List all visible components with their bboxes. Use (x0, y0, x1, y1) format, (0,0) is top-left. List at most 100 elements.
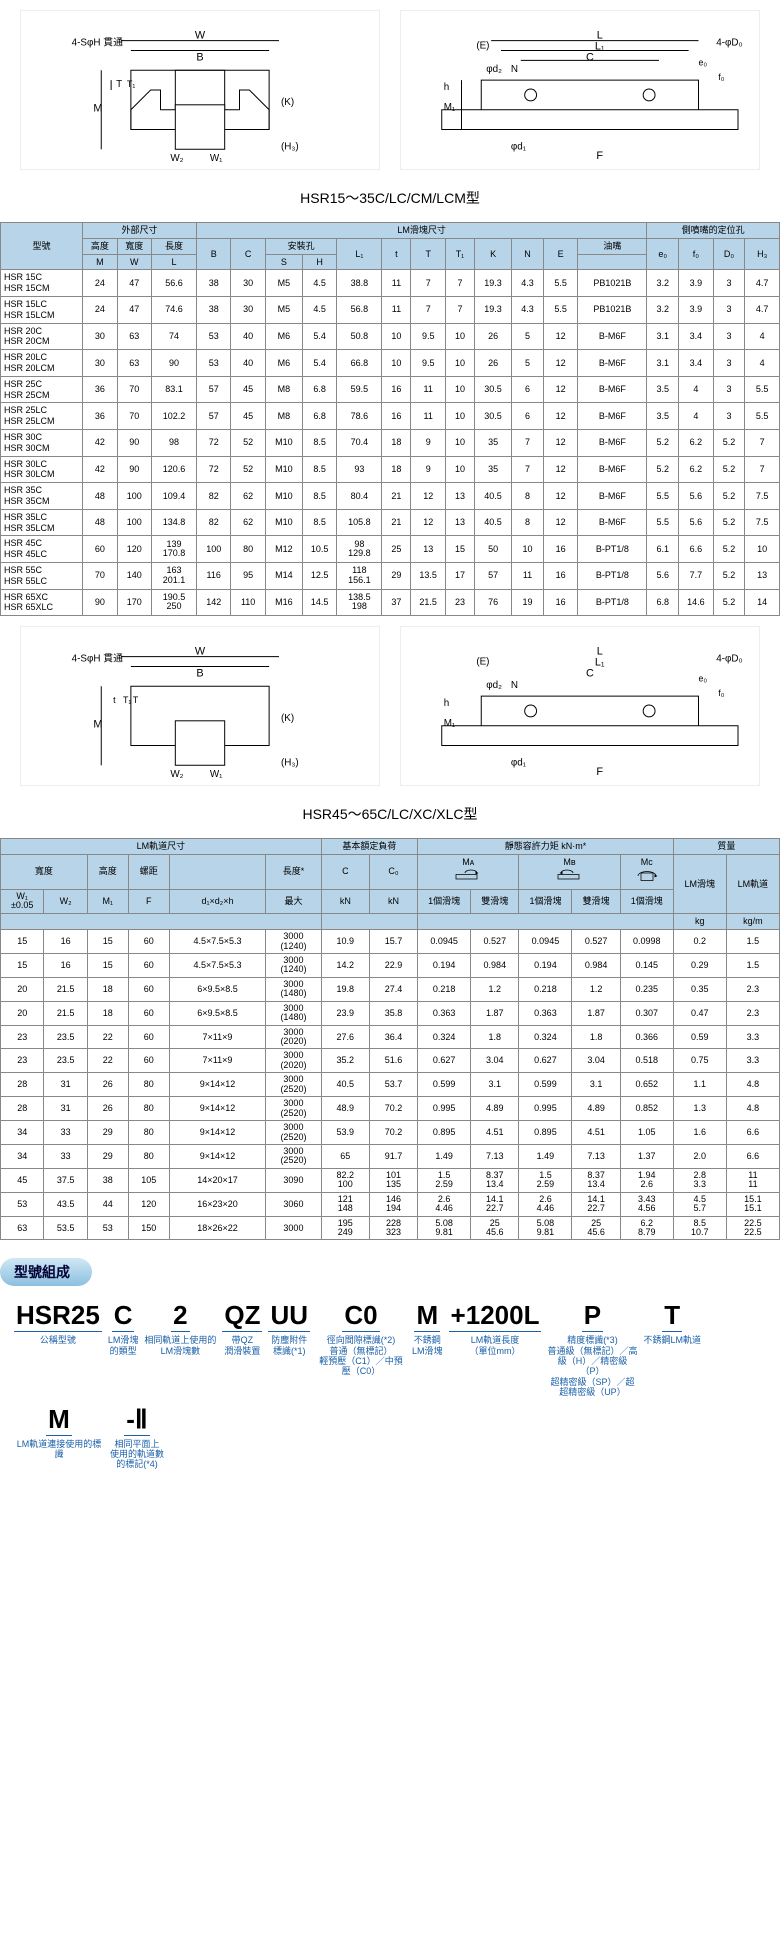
cell: 0.235 (620, 977, 673, 1001)
grp-block: LM滑塊尺寸 (197, 223, 647, 239)
cell: 12 (411, 509, 445, 536)
table-row: HSR 30LC HSR 30LCM4290120.67252M108.5931… (1, 456, 780, 483)
h2-2b: 雙滑塊 (572, 889, 620, 914)
cell: 101 135 (369, 1168, 417, 1192)
cell: 100 (117, 483, 151, 510)
h-S: S (265, 254, 302, 270)
svg-text:φd₂: φd₂ (486, 64, 502, 75)
cell: 65 (321, 1144, 369, 1168)
cell: 0.218 (418, 977, 471, 1001)
cell: 23.5 (44, 1049, 87, 1073)
cell: 0.518 (620, 1049, 673, 1073)
cell: 95 (231, 562, 265, 589)
cell: 62 (231, 483, 265, 510)
h2-width: 寬度 (1, 854, 88, 889)
cell: 13 (745, 562, 780, 589)
cell: 24 (83, 270, 117, 297)
cell: 1.3 (673, 1097, 726, 1121)
diagram-row-2: W B 4-SφH 貫通 t T₁ T M (K) (H₃) W₂ W₁ (E)… (0, 616, 780, 796)
cell: 3 (713, 376, 745, 403)
cell: 110 (231, 589, 265, 616)
cell: 72 (197, 429, 231, 456)
cell: B-M6F (578, 429, 647, 456)
cell: 5.6 (679, 509, 713, 536)
cell: 134.8 (151, 509, 196, 536)
cell: 60 (128, 953, 169, 977)
cell: 53 (87, 1216, 128, 1240)
cell: 15 (1, 953, 44, 977)
cell: 5.08 9.81 (418, 1216, 471, 1240)
cell: 37 (382, 589, 411, 616)
table-row: HSR 65XC HSR 65XLC90170190.5 250142110M1… (1, 589, 780, 616)
cell: 0.652 (620, 1073, 673, 1097)
h-mount: 安裝孔 (265, 238, 337, 254)
cell: 3.1 (647, 350, 679, 377)
svg-text:T₁: T₁ (127, 79, 135, 89)
cell: B-M6F (578, 376, 647, 403)
cell: 21 (382, 509, 411, 536)
cell: 47 (117, 270, 151, 297)
cell: 21.5 (411, 589, 445, 616)
svg-text:B: B (196, 51, 203, 63)
cell: 6.2 (679, 429, 713, 456)
cell: B-M6F (578, 403, 647, 430)
cell: 0.75 (673, 1049, 726, 1073)
cell: 5.2 (647, 429, 679, 456)
moment-b-icon (555, 868, 585, 884)
cell: 4.7 (745, 296, 780, 323)
cell: M6 (265, 323, 302, 350)
cell: 4.89 (471, 1097, 519, 1121)
h2-MB: Mʙ (519, 854, 620, 889)
cell: M12 (265, 536, 302, 563)
cell: 1.2 (471, 977, 519, 1001)
h-E: E (543, 238, 577, 270)
model-part: CLM滑塊 的類型 (108, 1300, 139, 1356)
model-string: HSR25公稱型號CLM滑塊 的類型2相同軌道上使用的 LM滑塊數QZ帶QZ 潤… (14, 1300, 766, 1469)
cell: 53.9 (321, 1121, 369, 1145)
table-row: 151615604.5×7.5×5.33000 (1240)10.915.70.… (1, 930, 780, 954)
cell: 9.5 (411, 350, 445, 377)
h2-2a: 雙滑塊 (471, 889, 519, 914)
cell: 36.4 (369, 1025, 417, 1049)
cell: 1.8 (572, 1025, 620, 1049)
cell: 25 (382, 536, 411, 563)
cell: 22 (87, 1025, 128, 1049)
table-row: 283126809×14×123000 (2520)48.970.20.9954… (1, 1097, 780, 1121)
cell: 17 (445, 562, 474, 589)
svg-text:4-φD₀: 4-φD₀ (716, 654, 742, 665)
cell: 14.1 22.7 (471, 1192, 519, 1216)
svg-text:4-φD₀: 4-φD₀ (716, 38, 742, 49)
cell: 0.627 (519, 1049, 572, 1073)
h2-1a: 1個滑塊 (418, 889, 471, 914)
cell: 4.51 (471, 1121, 519, 1145)
cell: 33 (44, 1144, 87, 1168)
cell: 23 (445, 589, 474, 616)
cell: 19.3 (475, 270, 512, 297)
cell: 3.3 (726, 1049, 779, 1073)
cell: 72 (197, 456, 231, 483)
cell: 3 (713, 323, 745, 350)
cell: 36 (83, 376, 117, 403)
cell: 12.5 (302, 562, 336, 589)
row-model-label: HSR 55C HSR 55LC (1, 562, 83, 589)
cell: 24 (83, 296, 117, 323)
cell: 3.1 (471, 1073, 519, 1097)
diagram-left-2: W B 4-SφH 貫通 t T₁ T M (K) (H₃) W₂ W₁ (20, 626, 380, 786)
h-e0: e₀ (647, 238, 679, 270)
h2-height: 高度 (87, 854, 128, 889)
cell: 0.0945 (418, 930, 471, 954)
cell: 8.5 10.7 (673, 1216, 726, 1240)
grp-nipple: 側噴嘴的定位孔 (647, 223, 780, 239)
cell: 16 (543, 589, 577, 616)
cell: 19 (512, 589, 544, 616)
cell: 1.5 2.59 (418, 1168, 471, 1192)
model-part-label: 不銹鋼 LM滑塊 (412, 1335, 443, 1356)
cell: 7 (745, 456, 780, 483)
model-part: +1200LLM軌道長度 （單位mm） (449, 1300, 542, 1356)
svg-text:f₀: f₀ (718, 72, 724, 82)
cell: 138.5 198 (337, 589, 382, 616)
cell: B-PT1/8 (578, 562, 647, 589)
cell: 10 (445, 429, 474, 456)
cell: 2.6 4.46 (418, 1192, 471, 1216)
cell: 0.895 (418, 1121, 471, 1145)
